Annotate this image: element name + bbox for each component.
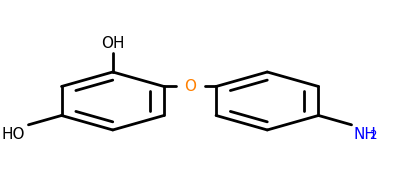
Text: O: O <box>184 79 196 94</box>
Text: HO: HO <box>2 127 25 142</box>
Text: NH: NH <box>353 127 376 142</box>
Text: OH: OH <box>101 36 125 51</box>
Text: 2: 2 <box>370 129 377 142</box>
